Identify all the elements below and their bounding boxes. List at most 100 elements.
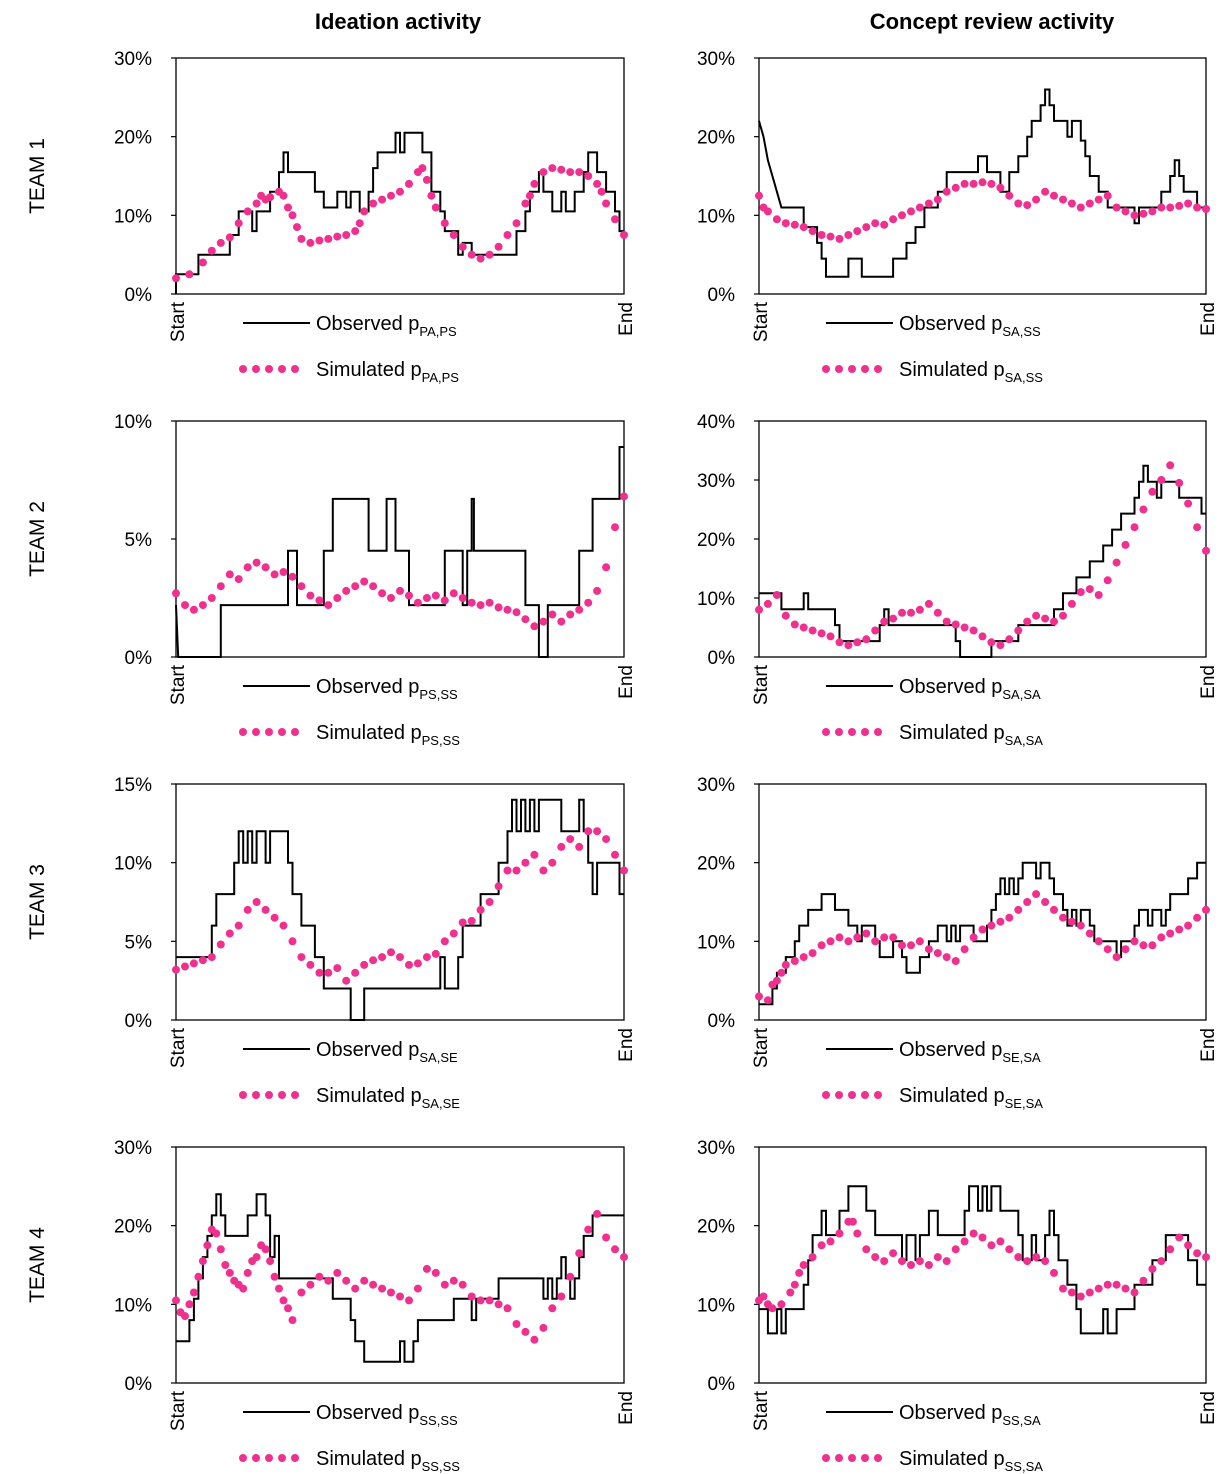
- legend-observed-name: Observed p: [316, 1402, 419, 1424]
- simulated-point: [234, 921, 243, 930]
- simulated-point: [853, 227, 862, 236]
- y-tick-label: 10%: [114, 412, 152, 433]
- simulated-point: [333, 232, 342, 241]
- plot-frame: [758, 783, 1207, 1021]
- simulated-point: [1130, 211, 1139, 220]
- x-axis-start-label: Start: [168, 1390, 189, 1431]
- y-tick-label: 30%: [114, 1138, 152, 1159]
- simulated-point: [772, 591, 781, 599]
- simulated-point: [1103, 945, 1112, 954]
- simulated-point: [763, 599, 772, 608]
- legend-observed-subscript: SS,SS: [419, 1413, 458, 1428]
- simulated-point: [1166, 203, 1175, 212]
- simulated-point: [1121, 540, 1130, 549]
- simulated-point: [781, 611, 790, 620]
- simulated-point: [1005, 913, 1014, 922]
- simulated-point: [467, 916, 476, 925]
- simulated-point: [194, 1272, 203, 1281]
- simulated-point: [216, 582, 225, 591]
- simulated-point: [566, 168, 575, 177]
- simulated-point: [1121, 945, 1130, 954]
- simulated-point: [880, 220, 889, 229]
- y-tick-label: 30%: [697, 1138, 735, 1159]
- legend-simulated-swatch: [835, 728, 843, 736]
- simulated-point: [786, 1288, 795, 1297]
- simulated-point: [1005, 635, 1014, 644]
- simulated-point: [817, 231, 826, 239]
- legend-observed-label: Observed pSA,SA: [899, 676, 1041, 702]
- y-tick-label: 0%: [125, 648, 153, 669]
- row-label-team-3: TEAM 3: [26, 864, 49, 940]
- simulated-point: [924, 1261, 933, 1269]
- simulated-point: [431, 591, 440, 600]
- legend-simulated-swatch: [252, 365, 260, 373]
- simulated-point: [915, 1257, 924, 1266]
- y-tick-label: 30%: [114, 49, 152, 70]
- simulated-point: [951, 620, 960, 629]
- simulated-point: [1103, 191, 1112, 200]
- simulated-point: [467, 250, 476, 259]
- plot-frame: [758, 57, 1207, 295]
- simulated-point: [172, 965, 180, 974]
- simulated-point: [548, 610, 557, 619]
- simulated-point: [378, 1284, 387, 1293]
- simulated-point: [216, 940, 225, 949]
- simulated-point: [216, 1245, 225, 1254]
- simulated-point: [512, 866, 521, 875]
- simulated-point: [324, 968, 333, 977]
- simulated-point: [1059, 611, 1067, 620]
- legend-simulated-swatch: [861, 365, 869, 373]
- simulated-point: [261, 905, 270, 914]
- x-axis-end-label: End: [1198, 1391, 1219, 1425]
- legend-simulated-swatch: [278, 1454, 286, 1462]
- x-axis-end-label: End: [616, 302, 637, 336]
- legend-simulated-name: Simulated p: [316, 1448, 422, 1470]
- simulated-point: [243, 207, 252, 216]
- simulated-series: [172, 827, 628, 985]
- legend-observed-name: Observed p: [316, 676, 419, 698]
- simulated-point: [777, 1300, 786, 1309]
- simulated-point: [351, 1284, 360, 1293]
- simulated-point: [611, 523, 619, 532]
- legend-simulated-subscript: SS,SS: [422, 1459, 461, 1474]
- y-tick-label: 30%: [697, 471, 735, 492]
- simulated-point: [898, 941, 906, 950]
- simulated-point: [342, 586, 351, 595]
- simulated-point: [485, 898, 494, 906]
- simulated-point: [539, 168, 548, 177]
- simulated-point: [1059, 195, 1067, 204]
- simulated-point: [862, 1245, 871, 1254]
- simulated-point: [261, 563, 270, 572]
- simulated-point: [458, 594, 467, 602]
- simulated-point: [924, 599, 933, 608]
- simulated-point: [853, 933, 862, 942]
- simulated-point: [1193, 523, 1202, 532]
- simulated-point: [808, 626, 817, 635]
- legend-observed-name: Observed p: [316, 1039, 419, 1061]
- simulated-point: [1166, 461, 1175, 470]
- simulated-point: [826, 632, 835, 641]
- simulated-point: [360, 207, 369, 216]
- simulated-point: [270, 1272, 279, 1281]
- simulated-point: [942, 953, 951, 962]
- simulated-point: [234, 219, 243, 228]
- y-tick-label: 20%: [697, 128, 735, 149]
- simulated-point: [422, 175, 431, 184]
- simulated-series: [172, 164, 628, 283]
- simulated-point: [763, 207, 772, 216]
- simulated-point: [288, 1316, 297, 1325]
- simulated-point: [826, 937, 835, 946]
- simulated-point: [378, 953, 387, 962]
- simulated-point: [611, 1245, 619, 1254]
- x-axis-start-label: Start: [751, 1390, 772, 1431]
- simulated-point: [584, 1225, 593, 1234]
- row-label-team-2: TEAM 2: [26, 501, 49, 577]
- simulated-point: [951, 1245, 960, 1254]
- simulated-point: [333, 594, 342, 602]
- x-axis-end-label: End: [1198, 665, 1219, 699]
- simulated-point: [225, 1268, 234, 1277]
- simulated-point: [817, 941, 826, 950]
